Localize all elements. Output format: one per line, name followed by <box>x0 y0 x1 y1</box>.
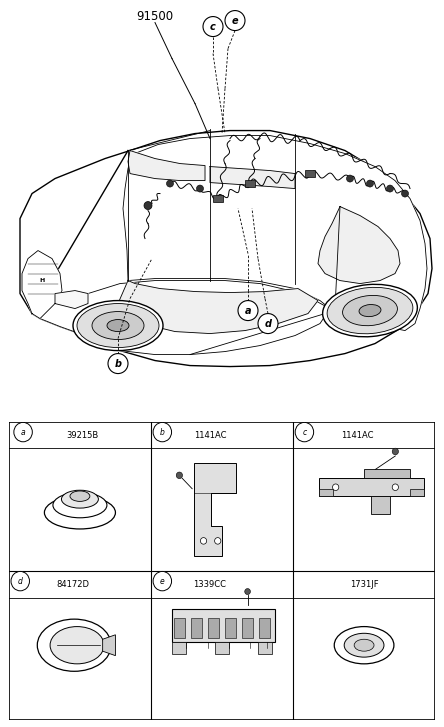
Polygon shape <box>55 291 88 308</box>
Ellipse shape <box>61 490 99 508</box>
Circle shape <box>333 484 339 491</box>
Text: e: e <box>232 15 238 25</box>
Text: 1141AC: 1141AC <box>194 430 227 440</box>
Text: e: e <box>160 577 165 586</box>
Text: 1731JF: 1731JF <box>350 579 378 589</box>
Text: H: H <box>40 278 45 283</box>
Text: 1339CC: 1339CC <box>194 579 226 589</box>
Polygon shape <box>22 251 62 318</box>
Circle shape <box>238 300 258 321</box>
Polygon shape <box>118 281 318 334</box>
Ellipse shape <box>50 627 104 664</box>
Circle shape <box>11 571 29 591</box>
Circle shape <box>153 422 171 442</box>
Bar <box>409 489 424 496</box>
Text: d: d <box>265 318 271 329</box>
Bar <box>258 642 272 654</box>
Bar <box>172 609 274 642</box>
Bar <box>319 489 333 496</box>
Circle shape <box>14 422 32 442</box>
Bar <box>245 180 255 187</box>
Text: c: c <box>302 427 306 437</box>
Ellipse shape <box>37 619 111 671</box>
Circle shape <box>200 537 206 545</box>
Bar <box>172 642 186 654</box>
Text: a: a <box>21 427 25 437</box>
Text: b: b <box>115 358 122 369</box>
Polygon shape <box>371 496 390 514</box>
Ellipse shape <box>70 491 90 502</box>
Circle shape <box>401 190 408 197</box>
Circle shape <box>392 448 398 455</box>
Circle shape <box>366 180 373 187</box>
Circle shape <box>245 589 250 595</box>
Bar <box>191 619 202 638</box>
Ellipse shape <box>344 633 384 657</box>
Ellipse shape <box>77 304 159 348</box>
Ellipse shape <box>343 295 397 326</box>
Ellipse shape <box>323 284 417 337</box>
Circle shape <box>166 180 174 187</box>
Text: 39215B: 39215B <box>67 430 99 440</box>
Ellipse shape <box>359 305 381 317</box>
Polygon shape <box>319 478 424 496</box>
Circle shape <box>225 11 245 31</box>
Circle shape <box>214 537 221 545</box>
Text: b: b <box>160 427 165 437</box>
Circle shape <box>386 185 393 192</box>
Polygon shape <box>20 131 432 366</box>
Bar <box>174 619 185 638</box>
Ellipse shape <box>107 320 129 332</box>
Text: 1141AC: 1141AC <box>341 430 373 440</box>
Polygon shape <box>210 166 295 188</box>
Ellipse shape <box>327 287 413 334</box>
Text: d: d <box>18 577 23 586</box>
Circle shape <box>392 484 398 491</box>
Ellipse shape <box>44 496 115 529</box>
Circle shape <box>197 185 203 192</box>
Text: 91500: 91500 <box>136 10 174 23</box>
Ellipse shape <box>53 492 107 518</box>
Ellipse shape <box>354 639 374 651</box>
Polygon shape <box>103 635 115 656</box>
Circle shape <box>258 313 278 334</box>
Circle shape <box>176 472 182 478</box>
Text: a: a <box>245 305 251 316</box>
Polygon shape <box>128 150 205 180</box>
Bar <box>208 619 219 638</box>
Circle shape <box>346 175 353 182</box>
Bar <box>305 170 315 177</box>
Polygon shape <box>32 281 330 355</box>
Text: 84172D: 84172D <box>56 579 89 589</box>
Ellipse shape <box>92 312 144 340</box>
Circle shape <box>295 422 313 442</box>
Text: c: c <box>210 22 216 31</box>
Bar <box>242 619 253 638</box>
Bar <box>213 195 223 202</box>
Bar <box>259 619 270 638</box>
Circle shape <box>203 17 223 36</box>
Circle shape <box>153 571 171 591</box>
Polygon shape <box>318 206 400 284</box>
Polygon shape <box>123 135 427 331</box>
Ellipse shape <box>73 300 163 350</box>
Bar <box>215 642 229 654</box>
Circle shape <box>144 201 152 209</box>
Polygon shape <box>194 463 236 555</box>
Polygon shape <box>364 470 409 478</box>
Bar <box>225 619 236 638</box>
Ellipse shape <box>334 627 394 664</box>
Circle shape <box>108 353 128 374</box>
